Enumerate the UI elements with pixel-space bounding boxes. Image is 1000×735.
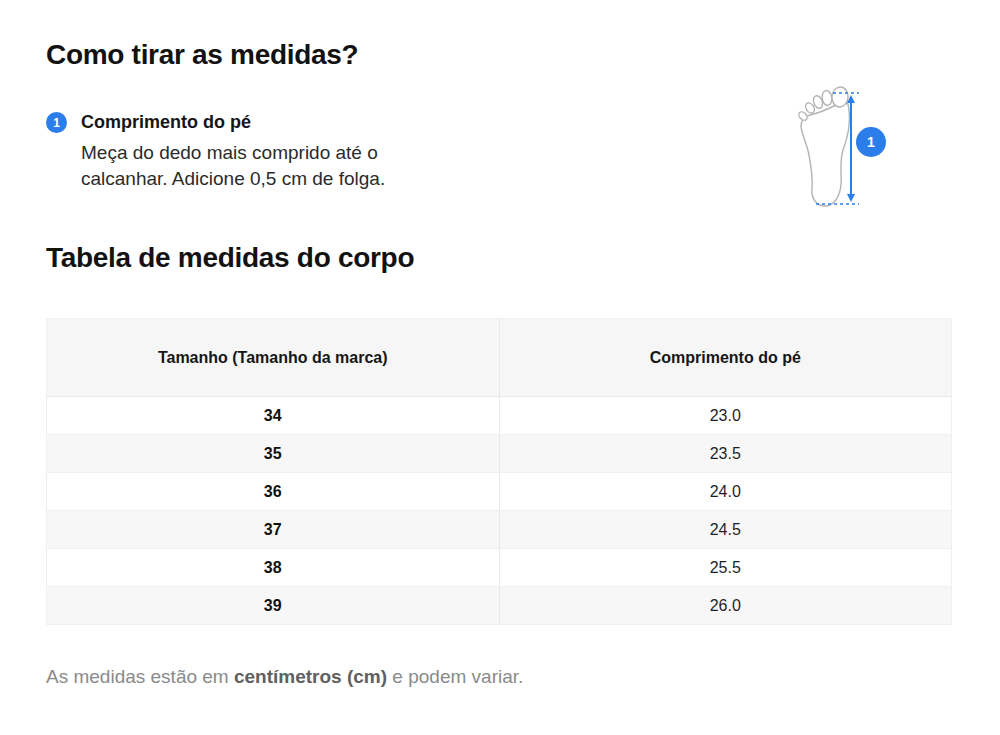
length-cell: 23.0 <box>499 397 952 435</box>
table-row: 3624.0 <box>47 473 952 511</box>
size-cell: 36 <box>47 473 500 511</box>
units-note-prefix: As medidas estão em <box>46 666 234 687</box>
measurement-label: Comprimento do pé <box>81 111 426 134</box>
table-row: 3523.5 <box>47 435 952 473</box>
size-cell: 39 <box>47 587 500 625</box>
size-column-header: Tamanho (Tamanho da marca) <box>47 319 500 397</box>
table-row: 3724.5 <box>47 511 952 549</box>
units-note-emphasis: centímetros (cm) <box>234 666 387 687</box>
size-table-body: 3423.03523.53624.03724.53825.53926.0 <box>47 397 952 625</box>
table-row: 3926.0 <box>47 587 952 625</box>
size-table: Tamanho (Tamanho da marca) Comprimento d… <box>46 318 952 625</box>
units-note: As medidas estão em centímetros (cm) e p… <box>46 664 523 689</box>
table-row: 3825.5 <box>47 549 952 587</box>
size-cell: 37 <box>47 511 500 549</box>
units-note-suffix: e podem variar. <box>387 666 523 687</box>
size-cell: 35 <box>47 435 500 473</box>
foot-sole-outline <box>801 103 849 206</box>
measurement-text: Comprimento do pé Meça do dedo mais comp… <box>81 111 426 192</box>
length-cell: 24.0 <box>499 473 952 511</box>
table-row: 3423.0 <box>47 397 952 435</box>
measurement-description: Meça do dedo mais comprido até o calcanh… <box>81 140 426 192</box>
length-column-header: Comprimento do pé <box>499 319 952 397</box>
measurement-instruction: 1 Comprimento do pé Meça do dedo mais co… <box>46 111 426 192</box>
page-title: Como tirar as medidas? <box>46 38 358 72</box>
size-cell: 38 <box>47 549 500 587</box>
length-cell: 24.5 <box>499 511 952 549</box>
size-guide-page: Como tirar as medidas? 1 Comprimento do … <box>0 0 1000 735</box>
foot-diagram: 1 <box>786 86 901 211</box>
arrow-head-down <box>847 194 855 202</box>
length-cell: 23.5 <box>499 435 952 473</box>
step-1-badge: 1 <box>46 112 67 133</box>
diagram-step-1-badge: 1 <box>856 127 886 157</box>
size-cell: 34 <box>47 397 500 435</box>
length-cell: 26.0 <box>499 587 952 625</box>
length-cell: 25.5 <box>499 549 952 587</box>
size-table-header: Tamanho (Tamanho da marca) Comprimento d… <box>47 319 952 397</box>
table-section-title: Tabela de medidas do corpo <box>46 241 414 275</box>
